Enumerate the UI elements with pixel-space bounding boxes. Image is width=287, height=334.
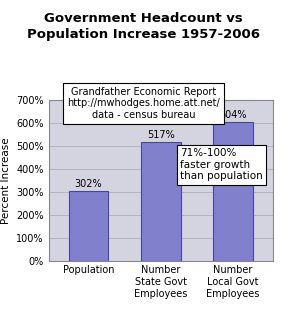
Text: 71%-100%
faster growth
than population: 71%-100% faster growth than population: [180, 148, 263, 181]
Bar: [141, 142, 181, 261]
Text: Grandfather Economic Report
http://mwhodges.home.att.net/
data - census bureau: Grandfather Economic Report http://mwhod…: [67, 87, 220, 120]
Text: 604%: 604%: [219, 110, 247, 120]
Text: 517%: 517%: [147, 130, 174, 140]
Bar: [213, 122, 253, 261]
Text: 302%: 302%: [75, 179, 102, 189]
Text: Government Headcount vs
Population Increase 1957-2006: Government Headcount vs Population Incre…: [27, 12, 260, 41]
Bar: [69, 191, 108, 261]
Y-axis label: Percent Increase: Percent Increase: [1, 137, 11, 224]
